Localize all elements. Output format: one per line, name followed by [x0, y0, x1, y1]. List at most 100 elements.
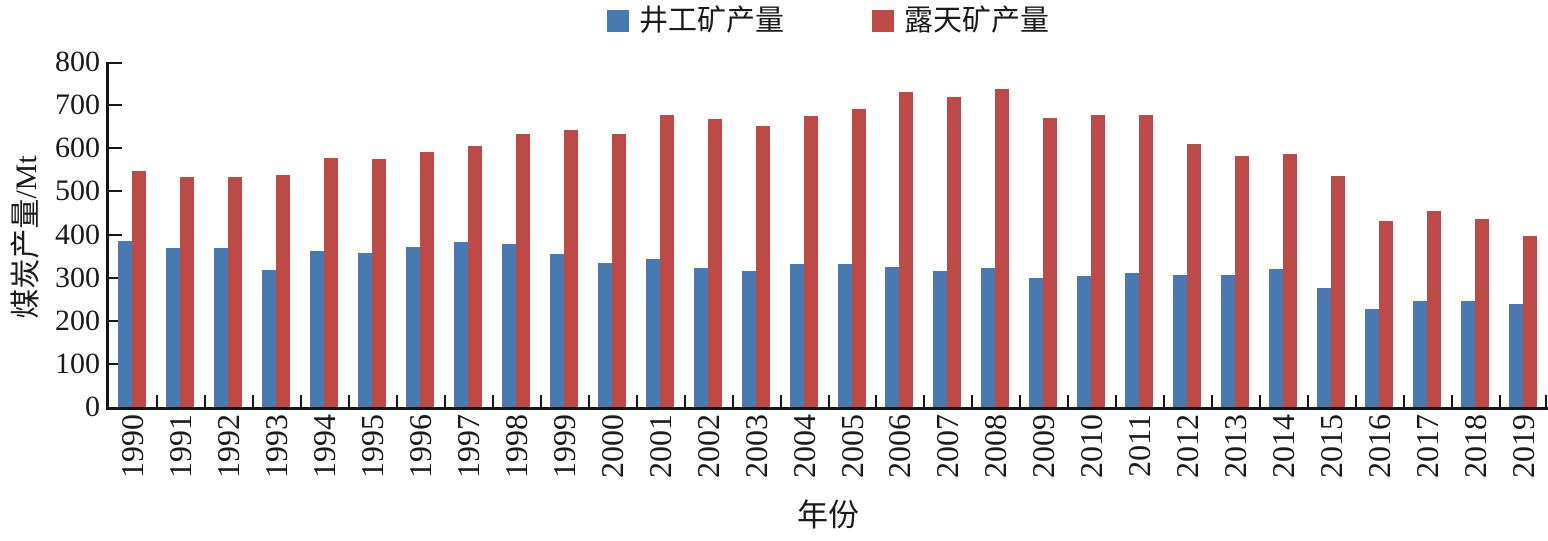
bar-openpit-2015 — [1331, 176, 1346, 407]
x-tick-label-2002: 2002 — [689, 414, 726, 478]
bar-openpit-1991 — [179, 176, 194, 407]
x-tick-label-2009: 2009 — [1025, 414, 1062, 478]
bar-underground-2014 — [1269, 268, 1284, 407]
x-tick-label-1990: 1990 — [114, 414, 150, 478]
bar-group-1994 — [301, 62, 349, 407]
bar-underground-1999 — [549, 253, 564, 407]
x-axis-tick — [155, 395, 158, 407]
x-tick-label-2005: 2005 — [833, 414, 870, 478]
bar-underground-2009 — [1029, 277, 1044, 407]
y-tick-label-600: 600 — [55, 131, 100, 165]
plot-area — [106, 62, 1548, 410]
legend-label-openpit: 露天矿产量 — [904, 5, 1050, 37]
legend-label-underground: 井工矿产量 — [638, 5, 784, 37]
bar-group-2019 — [1500, 62, 1548, 407]
bar-group-1995 — [349, 62, 397, 407]
x-tick-label-2017: 2017 — [1409, 414, 1446, 478]
bar-openpit-1995 — [371, 159, 386, 407]
x-axis-tick — [443, 395, 446, 407]
y-tick-label-700: 700 — [55, 88, 100, 122]
bar-group-2006 — [876, 62, 924, 407]
x-axis-tick — [203, 395, 206, 407]
y-axis-tick — [109, 104, 122, 107]
x-axis-tick — [923, 395, 926, 407]
x-axis-title: 年份 — [797, 498, 859, 533]
bar-underground-2007 — [933, 270, 948, 407]
bar-group-2011 — [1116, 62, 1164, 407]
bar-group-2004 — [781, 62, 829, 407]
x-axis-tick — [731, 395, 734, 407]
x-tick-label-1997: 1997 — [449, 414, 486, 478]
x-axis-tick — [299, 395, 302, 407]
bar-group-2018 — [1452, 62, 1500, 407]
bar-openpit-2016 — [1379, 221, 1394, 407]
bar-underground-2019 — [1509, 303, 1524, 407]
y-tick-label-300: 300 — [55, 260, 100, 294]
bar-group-2014 — [1260, 62, 1308, 407]
bar-underground-1998 — [501, 244, 516, 407]
x-axis-tick — [1019, 395, 1022, 407]
y-tick-label-800: 800 — [55, 45, 100, 78]
bar-underground-1997 — [453, 242, 468, 407]
bar-group-2001 — [637, 62, 685, 407]
bar-underground-2018 — [1461, 300, 1476, 407]
bar-openpit-2013 — [1235, 156, 1250, 407]
bar-openpit-1997 — [467, 146, 482, 407]
x-tick-label-2011: 2011 — [1121, 414, 1158, 477]
x-tick-label-2006: 2006 — [881, 414, 918, 478]
bar-openpit-2005 — [851, 109, 866, 407]
bar-group-2010 — [1068, 62, 1116, 407]
x-axis-tick — [491, 395, 494, 407]
y-axis-tick — [109, 233, 122, 236]
bar-openpit-2010 — [1091, 115, 1106, 407]
bar-underground-2002 — [693, 267, 708, 407]
bar-underground-2010 — [1077, 276, 1092, 407]
x-tick-label-2014: 2014 — [1265, 414, 1302, 478]
x-tick-label-2004: 2004 — [785, 414, 822, 478]
bar-openpit-2004 — [803, 116, 818, 407]
bar-openpit-2003 — [755, 125, 770, 407]
bar-group-2013 — [1212, 62, 1260, 407]
x-axis-tick — [1163, 395, 1166, 407]
bar-underground-2004 — [789, 264, 804, 407]
x-axis-tick — [635, 395, 638, 407]
x-axis-tick — [1451, 395, 1454, 407]
bar-openpit-1999 — [563, 129, 578, 407]
legend-swatch-underground-icon — [606, 10, 629, 32]
bar-group-2017 — [1404, 62, 1452, 407]
x-tick-label-2010: 2010 — [1073, 414, 1110, 478]
legend-item-openpit: 露天矿产量 — [872, 4, 1049, 38]
y-axis-tick — [109, 62, 122, 64]
bar-group-2012 — [1164, 62, 1212, 407]
bar-openpit-2011 — [1139, 114, 1154, 407]
x-tick-label-2018: 2018 — [1457, 414, 1494, 478]
bar-underground-1994 — [309, 250, 324, 407]
x-axis-tick — [539, 395, 542, 407]
bar-underground-2017 — [1413, 300, 1428, 407]
x-tick-label-2000: 2000 — [593, 414, 630, 478]
x-tick-label-1991: 1991 — [161, 414, 198, 478]
x-tick-label-2001: 2001 — [641, 414, 678, 478]
bar-openpit-2012 — [1187, 143, 1202, 407]
bar-openpit-2009 — [1043, 117, 1058, 407]
bar-underground-1992 — [213, 248, 228, 407]
x-tick-label-1993: 1993 — [257, 414, 294, 478]
x-tick-label-1999: 1999 — [545, 414, 582, 478]
bar-underground-1995 — [357, 252, 372, 407]
x-axis-tick — [1259, 395, 1262, 407]
x-axis-tick — [1115, 395, 1118, 407]
bar-openpit-2001 — [659, 114, 674, 407]
bar-underground-1996 — [405, 247, 420, 407]
bar-openpit-2019 — [1523, 236, 1538, 407]
bar-openpit-1996 — [419, 152, 434, 407]
bar-underground-2013 — [1221, 275, 1236, 407]
bar-underground-1991 — [165, 248, 180, 407]
x-axis-tick — [1211, 395, 1214, 407]
bar-openpit-1998 — [515, 134, 530, 407]
y-tick-label-200: 200 — [55, 303, 100, 337]
bar-group-2007 — [924, 62, 972, 407]
x-axis-tick — [683, 395, 686, 407]
bar-group-1997 — [445, 62, 493, 407]
x-axis-tick — [1545, 395, 1547, 407]
y-axis-tick — [109, 276, 122, 279]
